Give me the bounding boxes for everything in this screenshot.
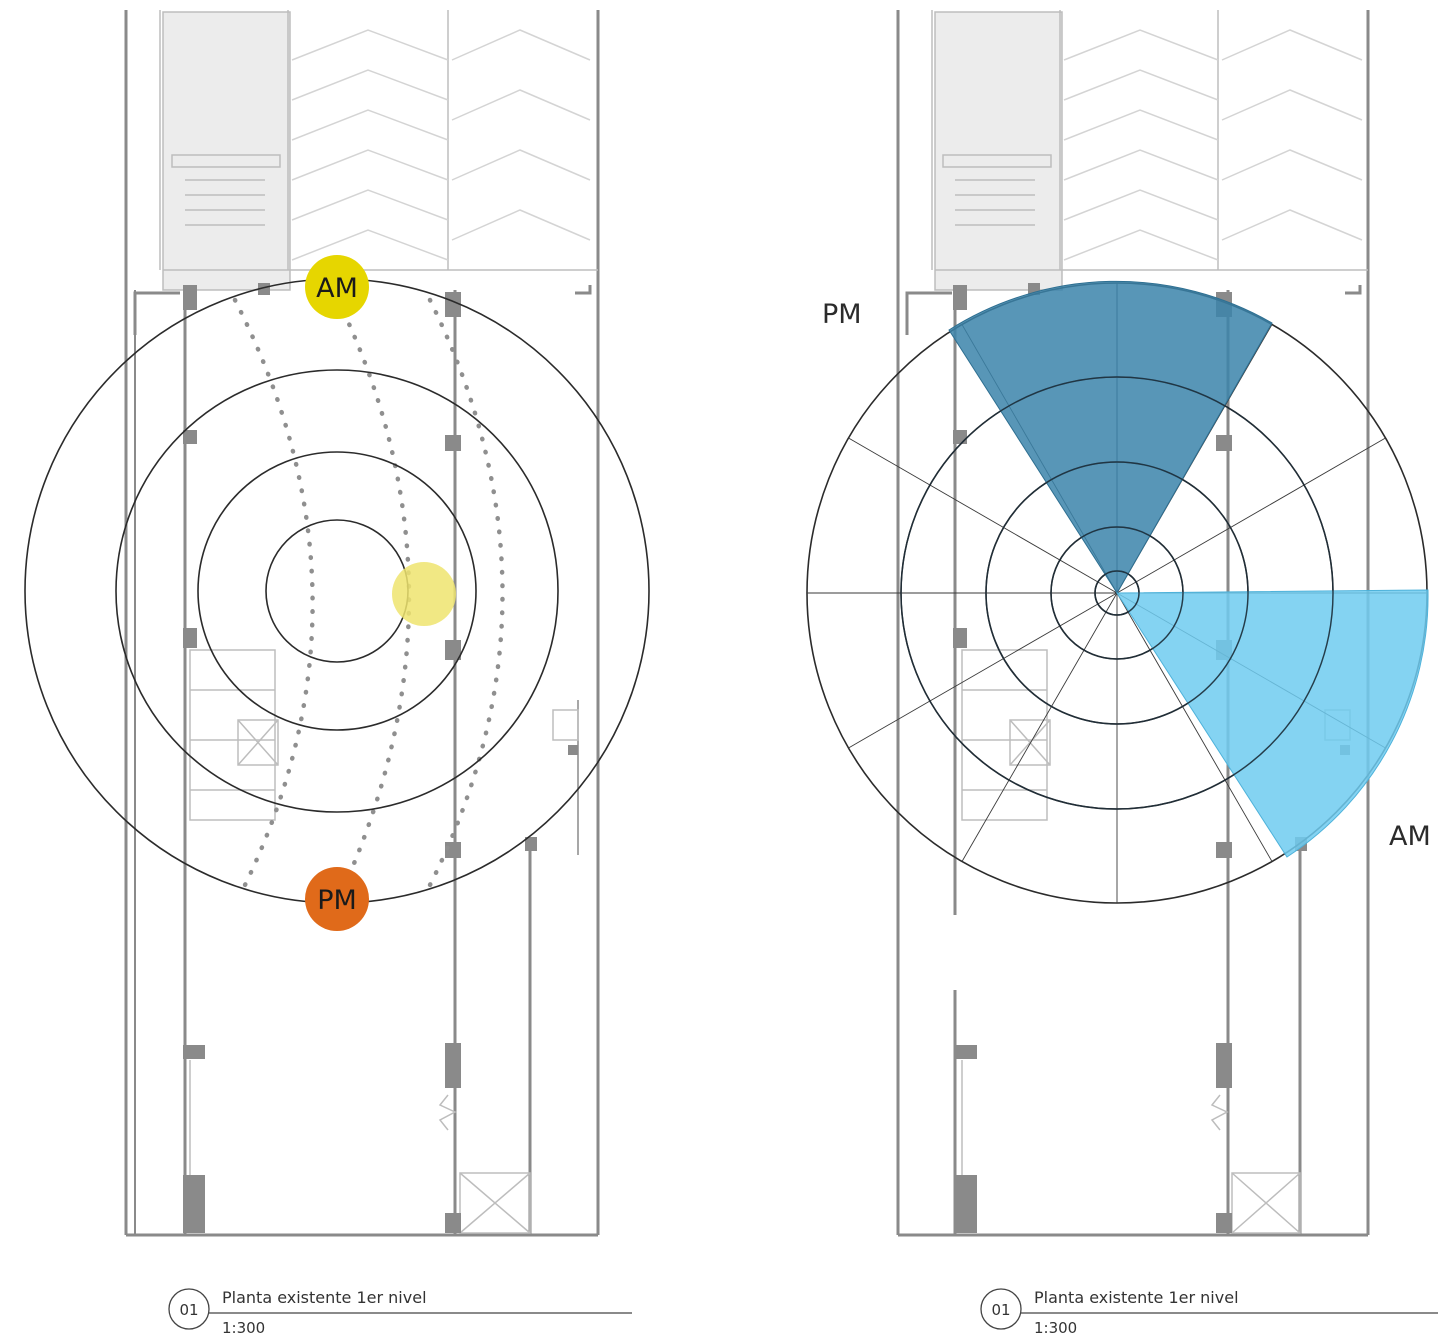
- polar-spoke: [1116, 592, 1273, 862]
- polar-spoke: [848, 437, 1118, 594]
- ring-outer: [24, 278, 650, 904]
- caption-right: 01 Planta existente 1er nivel 1:300: [980, 1288, 1438, 1337]
- floor-plan-left: [124, 10, 600, 1237]
- caption-scale: 1:300: [222, 1319, 265, 1337]
- caption-number: 01: [179, 1301, 198, 1319]
- caption-number-bubble: [980, 1288, 1022, 1330]
- polar-spoke: [1116, 437, 1386, 594]
- floor-plan-right: [896, 10, 1370, 1237]
- sun-rings-left: [24, 278, 650, 904]
- sun-path-winter: [232, 297, 315, 888]
- caption-left: 01 Planta existente 1er nivel 1:300: [168, 1288, 632, 1337]
- ring-inner: [265, 519, 409, 663]
- ring-3: [197, 451, 477, 731]
- pm-exposure-sector: [948, 280, 1273, 594]
- caption-title: Planta existente 1er nivel: [222, 1288, 427, 1307]
- caption-scale: 1:300: [1034, 1319, 1077, 1337]
- caption-title: Planta existente 1er nivel: [1034, 1288, 1239, 1307]
- am-sun-label: AM: [316, 273, 358, 304]
- pm-sun-marker: PM: [305, 867, 369, 931]
- right-panel: PM AM 01 Planta existente 1er nivel 1:30…: [806, 10, 1438, 1337]
- caption-number: 01: [991, 1301, 1010, 1319]
- midday-sun-marker: [392, 562, 456, 626]
- pm-sun-label: PM: [317, 885, 357, 916]
- ring-2: [115, 369, 559, 813]
- polar-spoke: [848, 592, 1118, 749]
- polar-spoke: [961, 592, 1118, 862]
- am-sun-marker: AM: [305, 255, 369, 319]
- am-exposure-sector: [1116, 589, 1429, 858]
- am-direction-label: AM: [1389, 821, 1431, 852]
- polar-rings-overlay: [900, 376, 1334, 810]
- left-panel: AM PM 01 Planta existente 1er nivel 1:30…: [24, 10, 650, 1337]
- pm-direction-label: PM: [822, 299, 862, 330]
- caption-number-bubble: [168, 1288, 210, 1330]
